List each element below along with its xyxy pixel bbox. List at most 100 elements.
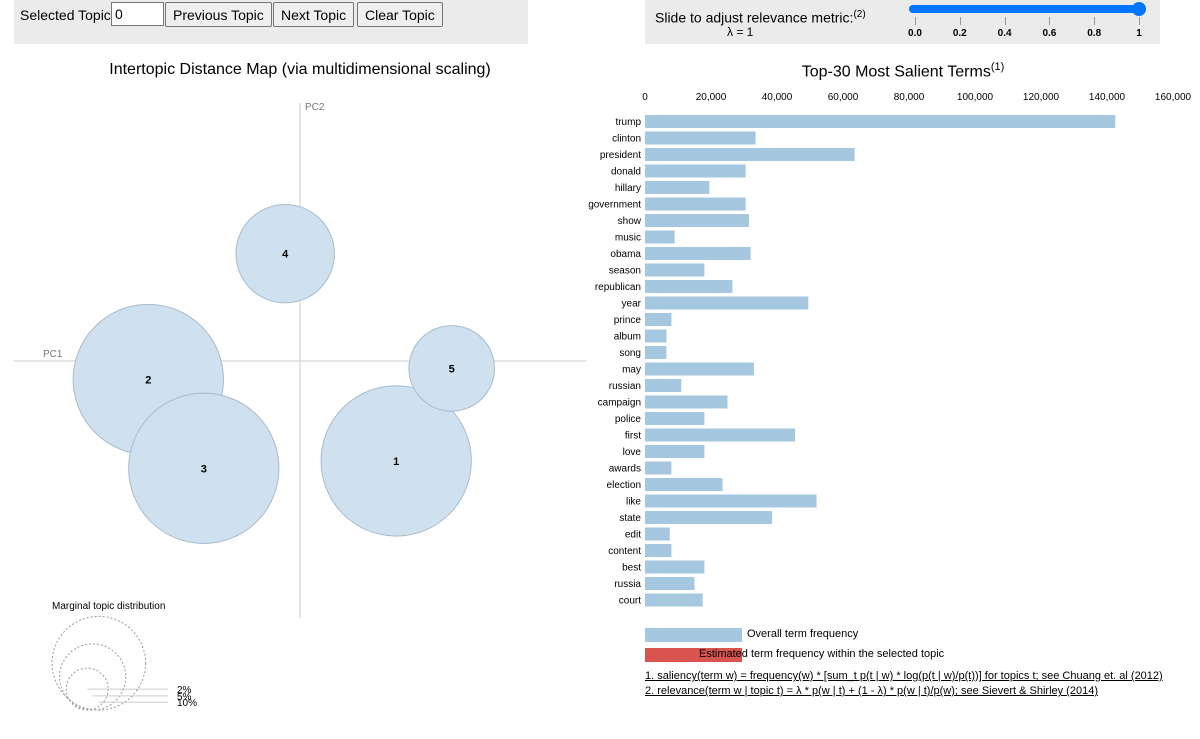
previous-topic-button[interactable]: Previous Topic <box>165 2 272 27</box>
term-label-president[interactable]: president <box>600 150 641 161</box>
term-label-content[interactable]: content <box>608 546 641 557</box>
term-label-donald[interactable]: donald <box>611 167 641 178</box>
bar-first[interactable] <box>645 428 796 442</box>
bar-may[interactable] <box>645 362 754 376</box>
term-label-show[interactable]: show <box>618 216 642 227</box>
lambda-slider-thumb[interactable] <box>1132 2 1146 16</box>
x-tick-label: 0 <box>642 92 648 103</box>
x-tick-label: 100,000 <box>957 92 994 103</box>
bar-trump[interactable] <box>645 115 1116 128</box>
marginal-distribution-title: Marginal topic distribution <box>52 601 165 612</box>
bar-edit[interactable] <box>645 527 670 541</box>
bar-police[interactable] <box>645 412 705 425</box>
bar-music[interactable] <box>645 230 675 244</box>
term-label-obama[interactable]: obama <box>610 249 641 260</box>
term-label-republican[interactable]: republican <box>595 282 641 293</box>
bar-president[interactable] <box>645 148 855 161</box>
bar-year[interactable] <box>645 296 809 310</box>
legend-overall-label: Overall term frequency <box>747 628 859 640</box>
bar-song[interactable] <box>645 346 667 359</box>
bar-state[interactable] <box>645 511 773 524</box>
selected-topic-label: Selected Topic: <box>20 7 115 23</box>
term-label-album[interactable]: album <box>614 332 641 343</box>
intertopic-map-title: Intertopic Distance Map (via multidimens… <box>109 61 491 78</box>
pc2-axis-label: PC2 <box>305 102 325 113</box>
topic-bubble-1[interactable] <box>320 385 472 537</box>
clear-topic-button[interactable]: Clear Topic <box>357 2 443 27</box>
bar-album[interactable] <box>645 329 667 343</box>
term-label-edit[interactable]: edit <box>625 530 641 541</box>
topic-label-1: 1 <box>393 456 399 468</box>
bar-content[interactable] <box>645 544 672 557</box>
term-label-song[interactable]: song <box>619 348 641 359</box>
bar-court[interactable] <box>645 593 703 607</box>
bar-election[interactable] <box>645 478 723 491</box>
intertopic-distance-map: PC2 PC1 1 2 3 4 5 Marginal topic distributio… <box>14 102 586 711</box>
term-label-year[interactable]: year <box>622 299 642 310</box>
term-label-court[interactable]: court <box>619 596 641 607</box>
bar-awards[interactable] <box>645 461 672 475</box>
bar-best[interactable] <box>645 560 705 574</box>
bar-hillary[interactable] <box>645 181 710 194</box>
bar-clinton[interactable] <box>645 131 756 145</box>
x-tick-label: 20,000 <box>696 92 727 103</box>
term-label-first[interactable]: first <box>625 431 641 442</box>
x-tick-label: 40,000 <box>762 92 793 103</box>
term-label-russian[interactable]: russian <box>609 381 641 392</box>
term-label-music[interactable]: music <box>615 233 641 244</box>
x-tick-label: 160,000 <box>1155 92 1192 103</box>
bar-donald[interactable] <box>645 164 746 178</box>
term-label-season[interactable]: season <box>609 266 641 277</box>
topic-label-4: 4 <box>282 249 289 261</box>
bar-love[interactable] <box>645 445 705 458</box>
term-label-police[interactable]: police <box>615 414 642 425</box>
bar-prince[interactable] <box>645 313 672 326</box>
term-label-campaign[interactable]: campaign <box>598 398 641 409</box>
relevance-footnote-link[interactable]: 2. relevance(term w | topic t) = λ * p(w… <box>645 685 1098 697</box>
term-label-russia[interactable]: russia <box>614 579 641 590</box>
bar-show[interactable] <box>645 214 749 227</box>
legend-overall-swatch <box>645 628 742 642</box>
marginal-ring-10 <box>51 615 147 711</box>
bar-republican[interactable] <box>645 280 733 293</box>
slider-tick-label: 1 <box>1136 28 1142 39</box>
salient-terms-title-text: Top-30 Most Salient Terms <box>801 63 991 81</box>
term-label-state[interactable]: state <box>619 513 641 524</box>
term-label-government[interactable]: government <box>588 200 641 211</box>
bar-like[interactable] <box>645 494 817 508</box>
topic-bubble-3[interactable] <box>128 392 280 544</box>
bar-campaign[interactable] <box>645 395 728 409</box>
term-label-prince[interactable]: prince <box>614 315 642 326</box>
term-label-best[interactable]: best <box>622 563 641 574</box>
bar-obama[interactable] <box>645 247 751 260</box>
term-label-love[interactable]: love <box>623 447 642 458</box>
marginal-label-5: 5% <box>177 692 192 703</box>
term-label-trump[interactable]: trump <box>615 117 641 128</box>
term-label-like[interactable]: like <box>626 497 641 508</box>
term-label-hillary[interactable]: hillary <box>615 183 641 194</box>
term-label-awards[interactable]: awards <box>609 464 641 475</box>
bar-russian[interactable] <box>645 379 682 392</box>
salient-terms-bar-chart: 0 20,000 40,000 60,000 80,000 100,000 120,000 1… <box>588 92 1192 607</box>
lambda-slider-track[interactable] <box>909 5 1143 13</box>
slider-tick-label: 0.4 <box>997 28 1012 39</box>
topic-label-2: 2 <box>145 375 151 387</box>
pc1-axis-label: PC1 <box>43 349 63 360</box>
relevance-controls: Slide to adjust relevance metric:(2) λ =… <box>645 0 1160 44</box>
topic-bubble-5[interactable] <box>408 325 495 412</box>
bar-government[interactable] <box>645 197 746 211</box>
slider-tick-label: 0.8 <box>1087 28 1102 39</box>
saliency-footnote-link[interactable]: 1. saliency(term w) = frequency(w) * [su… <box>645 670 1163 682</box>
term-label-may[interactable]: may <box>622 365 641 376</box>
slider-tick <box>1004 17 1006 25</box>
slider-tick <box>1139 17 1140 25</box>
bar-season[interactable] <box>645 263 705 277</box>
bar-russia[interactable] <box>645 577 695 590</box>
marginal-label-2: 2% <box>177 685 192 696</box>
term-label-clinton[interactable]: clinton <box>612 134 641 145</box>
selected-topic-input[interactable] <box>111 2 164 26</box>
term-label-election[interactable]: election <box>607 480 641 491</box>
topic-bubble-4[interactable] <box>235 203 335 304</box>
next-topic-button[interactable]: Next Topic <box>273 2 355 27</box>
legend-estimated-label: Estimated term frequency within the sele… <box>699 648 945 660</box>
